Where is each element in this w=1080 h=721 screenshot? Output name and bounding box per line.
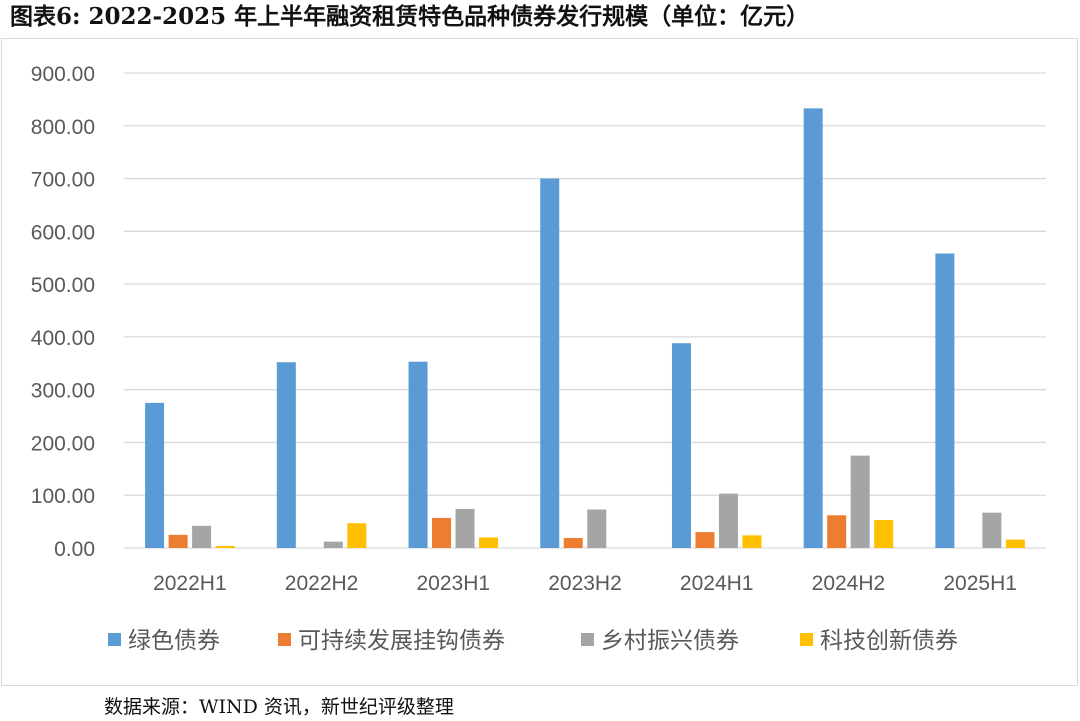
bar-2023H2-乡村振兴债券: [587, 509, 607, 548]
bar-2023H2-可持续发展挂钩债券: [563, 537, 583, 548]
legend-label: 绿色债券: [128, 628, 220, 654]
bar-2022H1-科技创新债券: [215, 545, 235, 548]
y-tick-label: 700.00: [31, 169, 95, 192]
bar-2022H1-绿色债券: [145, 402, 165, 548]
bar-2022H2-乡村振兴债券: [323, 541, 343, 548]
legend: 绿色债券 可持续发展挂钩债券 乡村振兴债券 科技创新债券: [108, 628, 958, 654]
x-tick-label: 2022H1: [153, 572, 227, 595]
data-source-note: 数据来源：WIND 资讯，新世纪评级整理: [104, 696, 454, 718]
y-tick-label: 300.00: [31, 380, 95, 403]
bar-2025H1-乡村振兴债券: [982, 512, 1002, 548]
y-tick-label: 100.00: [31, 485, 95, 508]
x-axis-tick-labels: 2022H1 2022H2 2023H1 2023H2 2024H1 2024H2 2025…: [153, 572, 1017, 595]
chart-title: 图表6: 2022-2025 年上半年融资租赁特色品种债券发行规模（单位：亿元）: [10, 3, 810, 30]
bar-2023H1-绿色债券: [408, 361, 428, 548]
bar-2024H2-可持续发展挂钩债券: [827, 515, 847, 548]
bar-2023H2-绿色债券: [540, 178, 560, 549]
bar-2023H1-乡村振兴债券: [455, 508, 475, 548]
bars: [145, 108, 1025, 549]
legend-label: 科技创新债券: [820, 628, 958, 654]
legend-label: 可持续发展挂钩债券: [298, 628, 505, 654]
legend-swatch: [278, 633, 291, 646]
bar-2023H1-科技创新债券: [479, 537, 499, 548]
bar-2023H1-可持续发展挂钩债券: [432, 517, 452, 548]
legend-label: 乡村振兴债券: [601, 628, 739, 654]
y-tick-label: 900.00: [31, 63, 95, 86]
x-tick-label: 2024H1: [680, 572, 754, 595]
bar-2024H1-可持续发展挂钩债券: [695, 532, 715, 548]
grid-lines: [124, 72, 1046, 549]
legend-swatch: [108, 633, 121, 646]
bar-2025H1-绿色债券: [935, 253, 955, 548]
bar-2024H2-乡村振兴债券: [850, 455, 870, 548]
bar-2022H2-绿色债券: [276, 362, 296, 548]
bar-2022H1-乡村振兴债券: [192, 525, 212, 548]
bar-2022H2-科技创新债券: [347, 523, 367, 548]
x-tick-label: 2022H2: [285, 572, 359, 595]
y-tick-label: 400.00: [31, 327, 95, 350]
legend-swatch: [800, 633, 813, 646]
bar-2024H1-绿色债券: [671, 343, 691, 548]
x-tick-label: 2024H2: [812, 572, 886, 595]
y-tick-label: 600.00: [31, 221, 95, 244]
x-tick-label: 2025H1: [943, 572, 1017, 595]
bar-2024H1-科技创新债券: [742, 535, 762, 548]
y-tick-label: 500.00: [31, 274, 95, 297]
bar-chart: 0.00 100.00 200.00 300.00 400.00 500.00 600.00…: [31, 63, 1046, 654]
y-axis-tick-labels: 0.00 100.00 200.00 300.00 400.00 500.00 600.00…: [31, 63, 95, 561]
chart-frame: [1, 38, 1078, 686]
y-tick-label: 800.00: [31, 116, 95, 139]
y-tick-label: 200.00: [31, 432, 95, 455]
y-tick-label: 0.00: [54, 538, 95, 561]
bar-2022H1-可持续发展挂钩债券: [168, 534, 188, 548]
bar-2024H2-绿色债券: [803, 108, 823, 548]
bar-2025H1-科技创新债券: [1005, 539, 1025, 548]
legend-swatch: [581, 633, 594, 646]
bar-2024H2-科技创新债券: [874, 520, 894, 548]
x-tick-label: 2023H2: [548, 572, 622, 595]
bar-2024H1-乡村振兴债券: [718, 493, 738, 548]
x-tick-label: 2023H1: [417, 572, 491, 595]
